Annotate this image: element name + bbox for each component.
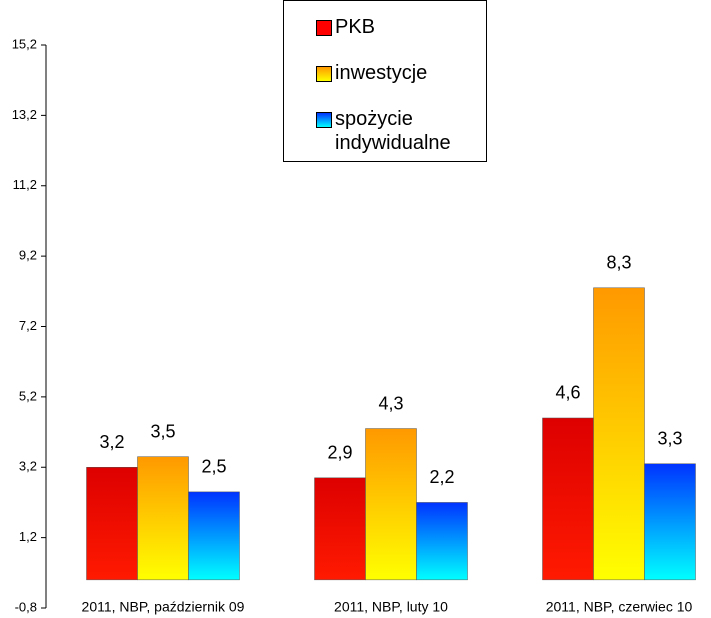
bar [188, 491, 240, 581]
legend-item: inwestycje [316, 61, 486, 85]
bar [86, 467, 138, 581]
value-label: 3,2 [99, 432, 124, 452]
y-tick-label: 13,2 [12, 107, 37, 122]
legend-item: PKB [316, 15, 486, 39]
y-tick-label: 5,2 [19, 388, 37, 403]
y-tick-label: 3,2 [19, 459, 37, 474]
value-label: 4,3 [378, 393, 403, 413]
x-tick-label: 2011, NBP, luty 10 [334, 599, 448, 615]
value-label: 2,2 [429, 467, 454, 487]
value-label: 3,3 [657, 428, 682, 448]
bar [542, 417, 594, 581]
y-tick-label: 11,2 [13, 177, 37, 192]
legend-swatch [316, 20, 332, 36]
bar [416, 502, 468, 581]
legend-item: spożycie indywidualne [316, 107, 486, 155]
x-tick-label: 2011, NBP, październik 09 [82, 599, 245, 615]
bar [365, 428, 417, 581]
bar [593, 287, 645, 581]
value-label: 3,5 [150, 421, 175, 441]
legend-label: inwestycje [335, 62, 428, 84]
legend-label: spożycie indywidualne [335, 108, 451, 154]
y-tick-label: -0,8 [15, 599, 37, 614]
legend-label: PKB [335, 16, 376, 38]
bar [137, 456, 189, 581]
legend-swatch [316, 112, 332, 128]
legend: PKB inwestycje spożycie indywidualne [283, 0, 487, 162]
value-label: 8,3 [606, 253, 631, 273]
y-tick-label: 1,2 [19, 529, 37, 544]
legend-swatch [316, 66, 332, 82]
y-tick-label: 7,2 [19, 318, 37, 333]
y-tick-label: 15,2 [12, 36, 37, 51]
y-tick-label: 9,2 [19, 248, 37, 263]
bar [314, 477, 366, 581]
value-label: 4,6 [555, 383, 580, 403]
value-label: 2,5 [201, 457, 226, 477]
bar [644, 463, 696, 581]
value-label: 2,9 [327, 443, 352, 463]
x-tick-label: 2011, NBP, czerwiec 10 [546, 599, 693, 615]
